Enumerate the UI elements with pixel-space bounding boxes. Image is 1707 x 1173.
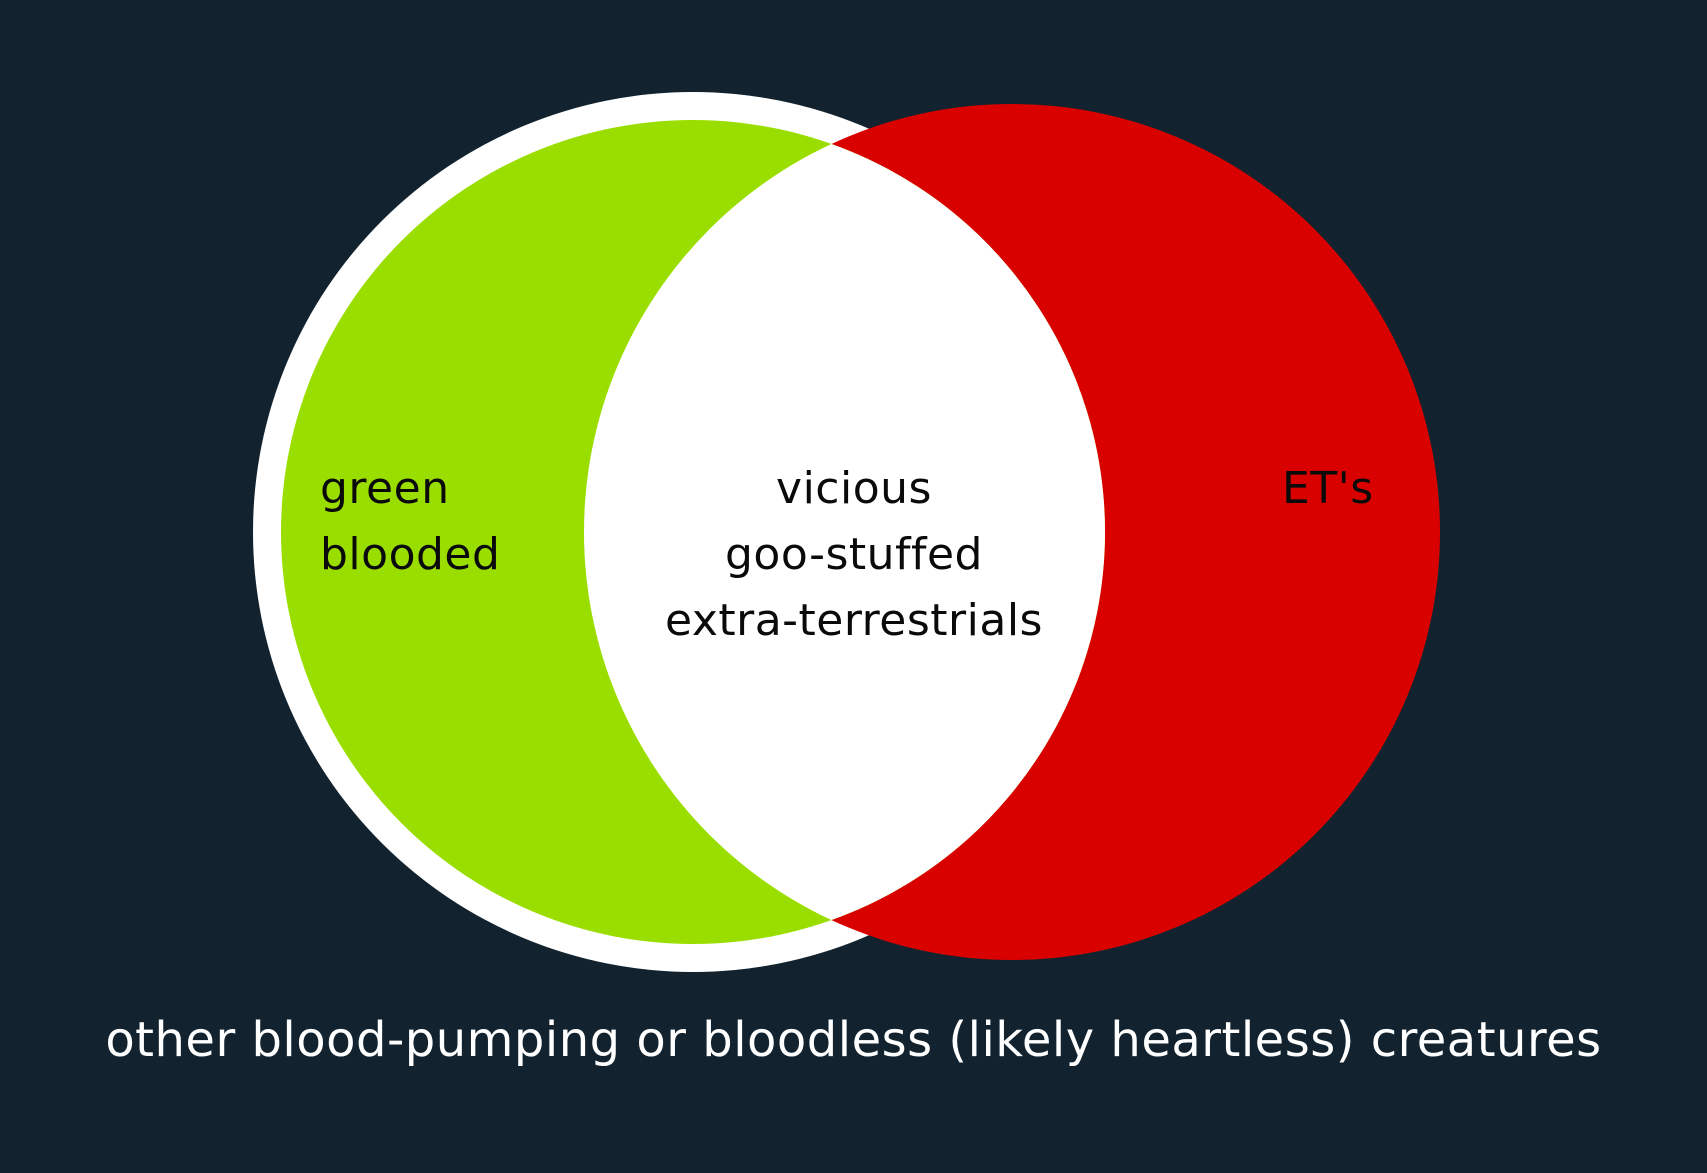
left-set-label: green blooded <box>320 463 501 580</box>
universe-caption: other blood-pumping or bloodless (likely… <box>105 1012 1602 1068</box>
right-set-label: ET's <box>1282 463 1374 514</box>
intersection-region <box>584 120 1105 944</box>
intersection-label: vicious goo-stuffed extra-terrestrials <box>665 463 1043 646</box>
